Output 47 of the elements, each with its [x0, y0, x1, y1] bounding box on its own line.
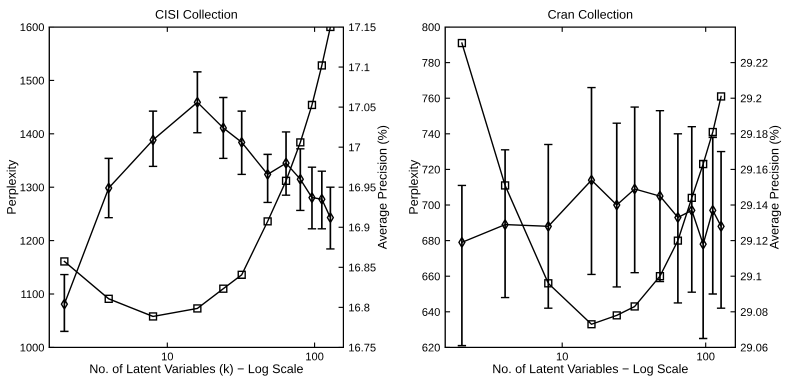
y-tick-label: 1500	[20, 76, 44, 85]
y2-axis-title: Average Precision (%)	[769, 126, 782, 250]
y2-tick-label: 29.14	[740, 201, 768, 210]
y2-tick-label: 16.95	[349, 183, 376, 192]
x-tick-label: 100	[697, 352, 715, 360]
chart-title: CISI Collection	[156, 10, 237, 19]
y2-tick-label: 16.8	[349, 304, 370, 312]
y2-tick-label: 17	[349, 144, 360, 152]
y-tick-label: 1100	[21, 290, 44, 298]
y2-tick-label: 29.1	[740, 272, 762, 280]
y2-tick-label: 29.2	[740, 94, 762, 102]
y-tick-label: 1400	[20, 130, 44, 138]
chart-title: Cran Collection	[548, 10, 632, 19]
y-tick-label: 1000	[20, 344, 44, 352]
x-axis-title: No. of Latent Variables − Log Scale	[493, 364, 688, 376]
y-tick-label: 620	[422, 344, 440, 352]
y-tick-label: 720	[422, 166, 440, 174]
y-tick-label: 1200	[20, 236, 44, 245]
y2-tick-label: 17.05	[349, 103, 376, 112]
y-axis-title: Perplexity	[6, 160, 18, 214]
y-tick-label: 740	[422, 130, 440, 138]
y2-axis-title: Average Precision (%)	[377, 126, 390, 250]
y-tick-label: 800	[422, 23, 440, 32]
y2-tick-label: 17.1	[349, 63, 370, 72]
y2-tick-label: 16.75	[349, 344, 376, 352]
y-tick-label: 660	[422, 272, 440, 280]
x-tick-label: 10	[556, 352, 568, 360]
y2-tick-label: 29.12	[740, 236, 768, 245]
y-tick-label: 1300	[20, 183, 44, 192]
y2-tick-label: 16.9	[349, 224, 370, 232]
x-tick-label: 10	[162, 352, 174, 360]
y2-tick-label: 29.06	[740, 344, 768, 352]
y-tick-label: 760	[422, 94, 440, 102]
y-tick-label: 700	[422, 201, 440, 210]
x-axis-title: No. of Latent Variables (k) − Log Scale	[90, 364, 303, 376]
y-tick-label: 680	[422, 236, 440, 245]
y-tick-label: 1600	[20, 23, 44, 32]
x-tick-label: 100	[306, 352, 324, 360]
y-tick-label: 640	[422, 308, 440, 316]
y-tick-label: 780	[422, 58, 440, 67]
y2-tick-label: 29.16	[740, 166, 768, 174]
y2-tick-label: 29.22	[740, 58, 768, 67]
y2-tick-label: 29.08	[740, 308, 768, 316]
y-axis-title: Perplexity	[408, 160, 420, 214]
y2-tick-label: 29.18	[740, 130, 768, 138]
y2-tick-label: 17.15	[349, 23, 376, 32]
y2-tick-label: 16.85	[349, 264, 376, 272]
